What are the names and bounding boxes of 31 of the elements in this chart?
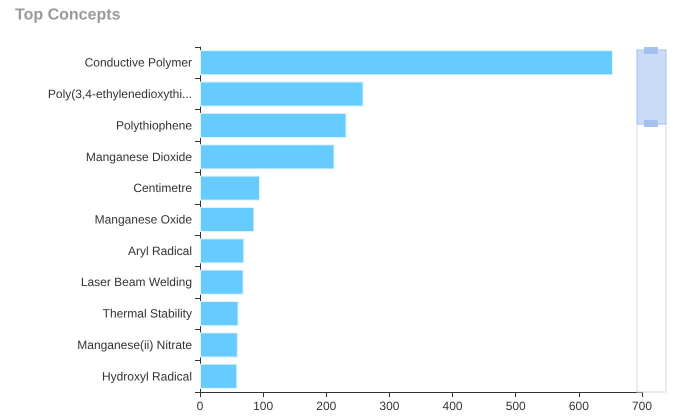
bar xyxy=(200,50,613,76)
x-tick-label: 300 xyxy=(379,399,400,413)
bar xyxy=(200,206,254,232)
y-tick-label: Thermal Stability xyxy=(102,306,192,321)
x-tick-label: 100 xyxy=(253,399,274,413)
x-tick-label: 600 xyxy=(568,399,590,413)
x-tick-label: 500 xyxy=(506,399,526,413)
bar xyxy=(200,144,334,170)
bar xyxy=(200,301,239,326)
y-tick-label: Manganese(ii) Nitrate xyxy=(77,338,192,352)
y-tick-label: Aryl Radical xyxy=(128,244,192,258)
bar xyxy=(200,364,238,389)
bar xyxy=(200,176,260,201)
x-tick-label: 700 xyxy=(632,399,652,413)
y-tick-label: Manganese Dioxide xyxy=(86,150,192,164)
y-tick-label: Polythiophene xyxy=(116,118,192,132)
y-tick-label: Conductive Polymer xyxy=(84,56,192,70)
bar xyxy=(200,82,364,107)
text: Top Concepts xyxy=(15,6,121,24)
y-tick-label: Manganese Oxide xyxy=(94,212,192,226)
bar xyxy=(200,270,244,295)
bar xyxy=(200,238,244,264)
bar xyxy=(200,112,346,138)
y-tick-label: Centimetre xyxy=(133,181,192,196)
x-tick-label: 200 xyxy=(316,399,337,413)
x-tick-label: 400 xyxy=(442,399,463,413)
bar xyxy=(200,332,238,358)
y-tick-label: Laser Beam Welding xyxy=(80,275,192,290)
y-tick-label: Hydroxyl Radical xyxy=(102,369,192,384)
y-tick-label: Poly(3,4-ethylenedioxythi... xyxy=(48,87,192,102)
x-tick-label: 0 xyxy=(196,399,204,413)
